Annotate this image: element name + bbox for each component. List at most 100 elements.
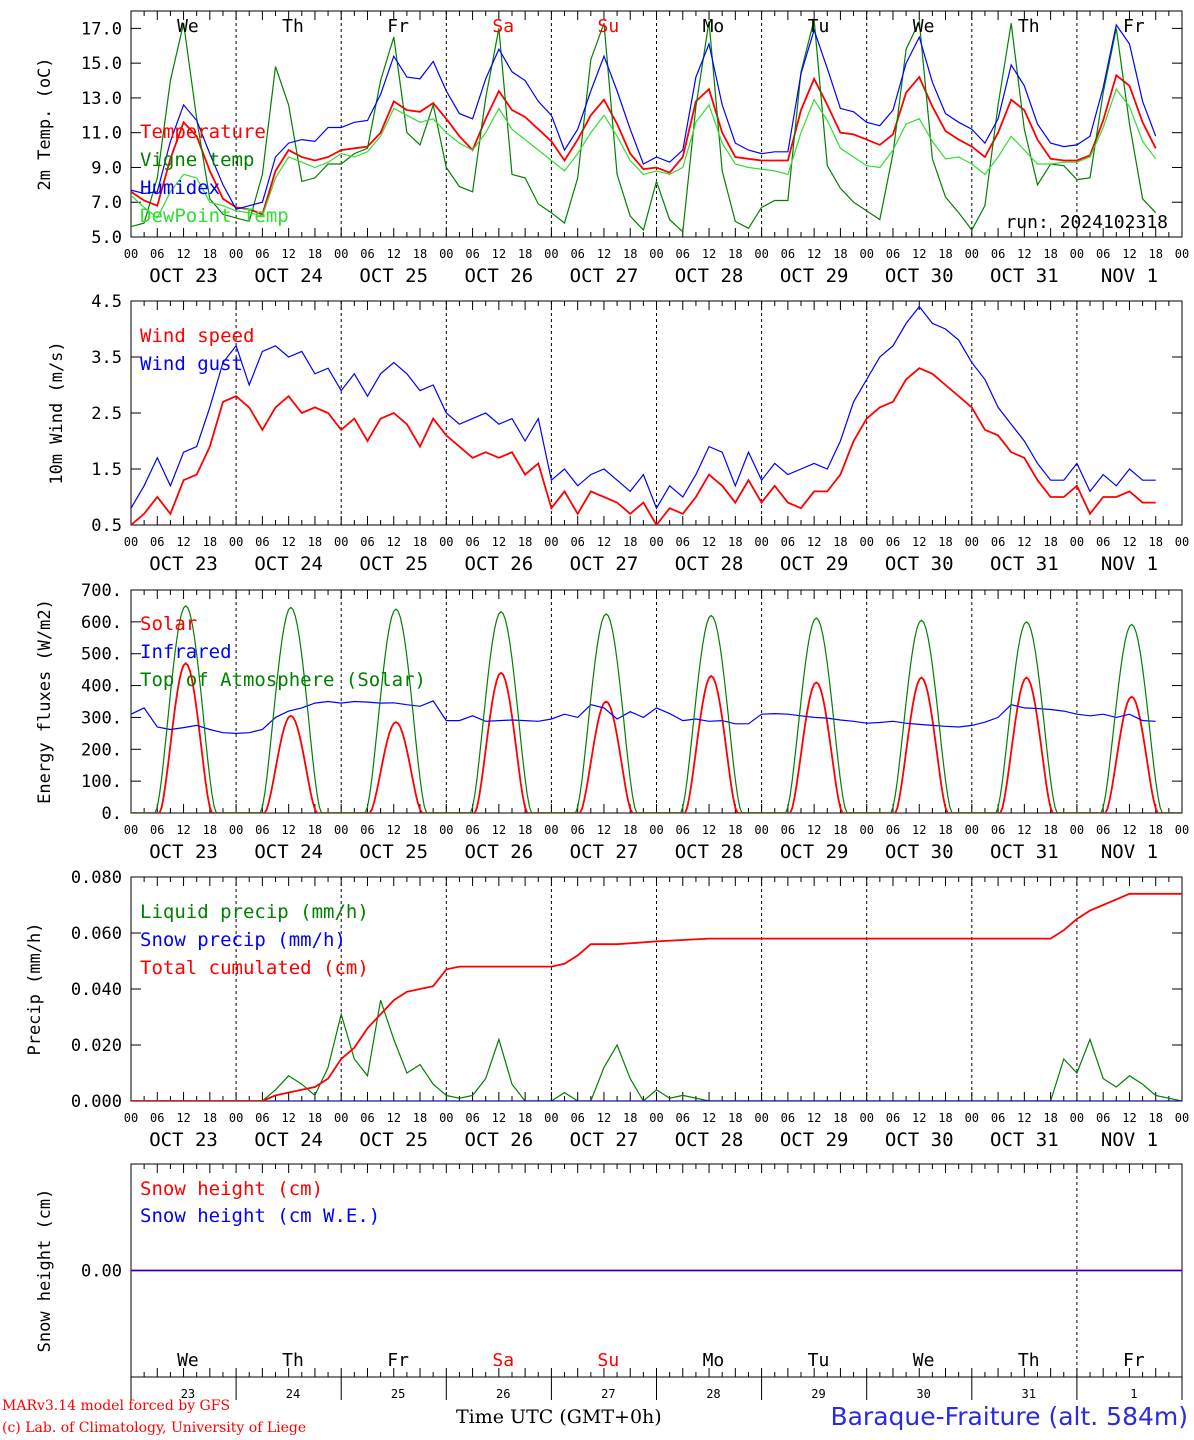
- series-line-total-cumulated-cm: [131, 892, 1182, 1101]
- hour-tick-label: 12: [176, 247, 190, 261]
- hour-tick-label: 06: [360, 535, 374, 549]
- hour-tick-label: 00: [965, 1111, 979, 1125]
- hour-tick-label: 12: [807, 823, 821, 837]
- hour-tick-label: 12: [597, 535, 611, 549]
- weekday-label: We: [913, 1350, 935, 1371]
- weekday-label: We: [913, 16, 935, 37]
- date-label: OCT 25: [359, 1129, 428, 1151]
- hour-tick-label: 18: [623, 823, 637, 837]
- date-label: OCT 30: [885, 1129, 954, 1151]
- hour-tick-label: 00: [439, 823, 453, 837]
- hour-tick-label: 12: [702, 535, 716, 549]
- weekday-label: Sa: [492, 1350, 514, 1371]
- series-line-liquid-precip-mm-h: [131, 1000, 1182, 1101]
- hour-tick-label: 12: [176, 1111, 190, 1125]
- y-axis-label: Precip (mm/h): [25, 922, 45, 1055]
- date-label: OCT 23: [149, 1129, 218, 1151]
- hour-tick-label: 18: [728, 823, 742, 837]
- weekday-label: Th: [282, 1350, 304, 1371]
- day-number-label: 27: [601, 1387, 615, 1401]
- y-tick-label: 0.020: [71, 1036, 122, 1056]
- day-number-label: 26: [496, 1387, 510, 1401]
- y-tick-label: 200.: [81, 740, 122, 760]
- station-title: Baraque-Fraiture (alt. 584m): [830, 1402, 1188, 1431]
- wind-legend-item: Wind gust: [140, 353, 243, 375]
- weekday-label: Mo: [703, 16, 725, 37]
- hour-tick-label: 12: [281, 823, 295, 837]
- hour-tick-label: 00: [1175, 1111, 1189, 1125]
- hour-tick-label: 00: [229, 1111, 243, 1125]
- chart-panel-2: 0.5 1.5 2.5 3.5 4.5 10m Wind (m/s) Wind speed W…: [47, 292, 1183, 536]
- y-tick-label: 11.0: [81, 124, 122, 144]
- date-label: OCT 26: [465, 1129, 534, 1151]
- hour-tick-label: 12: [387, 535, 401, 549]
- hour-tick-label: 00: [229, 535, 243, 549]
- date-label: OCT 31: [990, 1129, 1059, 1151]
- hour-tick-label: 06: [465, 1111, 479, 1125]
- hour-tick-label: 06: [886, 247, 900, 261]
- hour-tick-label: 18: [413, 535, 427, 549]
- date-label: OCT 30: [885, 553, 954, 575]
- y-tick-label: 500.: [81, 645, 122, 665]
- hour-tick-label: 00: [229, 247, 243, 261]
- hour-tick-label: 06: [255, 823, 269, 837]
- date-label: OCT 25: [359, 553, 428, 575]
- hour-tick-label: 00: [754, 247, 768, 261]
- y-tick-label: 7.0: [91, 193, 122, 213]
- hour-tick-label: 00: [124, 823, 138, 837]
- y-tick-label: 5.0: [91, 228, 122, 248]
- hour-tick-label: 18: [938, 535, 952, 549]
- y-tick-label: 400.: [81, 677, 122, 697]
- date-label: OCT 26: [465, 553, 534, 575]
- hour-tick-label: 00: [1070, 247, 1084, 261]
- hour-tick-label: 00: [334, 247, 348, 261]
- hour-tick-label: 18: [1148, 247, 1162, 261]
- hour-tick-label: 18: [308, 823, 322, 837]
- hour-tick-label: 00: [1175, 823, 1189, 837]
- hour-tick-label: 06: [991, 247, 1005, 261]
- hour-tick-label: 18: [938, 823, 952, 837]
- hour-tick-label: 06: [255, 1111, 269, 1125]
- hour-tick-label: 18: [203, 535, 217, 549]
- series-line-wind-speed: [131, 367, 1156, 525]
- hour-tick-label: 18: [728, 247, 742, 261]
- hour-tick-label: 06: [1096, 1111, 1110, 1125]
- hour-tick-label: 12: [702, 1111, 716, 1125]
- model-credit: MARv3.14 model forced by GFS: [2, 1398, 231, 1414]
- y-tick-label: 600.: [81, 613, 122, 633]
- hour-tick-label: 18: [833, 247, 847, 261]
- series-line-infrared: [131, 700, 1156, 735]
- hour-tick-label: 18: [308, 247, 322, 261]
- hour-tick-label: 00: [754, 823, 768, 837]
- hour-tick-label: 00: [649, 823, 663, 837]
- series-line-wind-gust: [131, 305, 1156, 510]
- hour-tick-label: 12: [912, 247, 926, 261]
- hour-tick-label: 00: [965, 247, 979, 261]
- hour-tick-label: 12: [1017, 1111, 1031, 1125]
- date-label: OCT 28: [675, 1129, 744, 1151]
- hour-tick-label: 00: [124, 535, 138, 549]
- hour-tick-label: 06: [465, 535, 479, 549]
- hour-tick-label: 18: [833, 823, 847, 837]
- hour-tick-label: 06: [360, 1111, 374, 1125]
- hour-tick-label: 00: [965, 823, 979, 837]
- weekday-label: We: [177, 1350, 199, 1371]
- precip-legend-item: Total cumulated (cm): [140, 957, 369, 979]
- hour-tick-label: 18: [623, 247, 637, 261]
- chart-panel-3: 0. 100. 200. 300. 400. 500. 600. 700. Energy flu…: [35, 581, 1183, 824]
- hour-tick-label: 00: [439, 535, 453, 549]
- hour-tick-label: 18: [1148, 1111, 1162, 1125]
- y-tick-label: 0.: [102, 804, 122, 824]
- date-label: NOV 1: [1101, 1129, 1158, 1151]
- hour-tick-label: 00: [965, 535, 979, 549]
- chart-panel-5: 0.00 Snow height (cm) Snow height (cm) Snow…: [35, 1163, 1183, 1401]
- hour-tick-label: 18: [413, 1111, 427, 1125]
- hour-tick-label: 12: [281, 1111, 295, 1125]
- hour-tick-label: 18: [833, 1111, 847, 1125]
- weekday-label: Th: [1018, 16, 1040, 37]
- hour-tick-label: 00: [124, 247, 138, 261]
- hour-tick-label: 12: [807, 247, 821, 261]
- hour-tick-label: 12: [1017, 823, 1031, 837]
- day-number-label: 28: [706, 1387, 720, 1401]
